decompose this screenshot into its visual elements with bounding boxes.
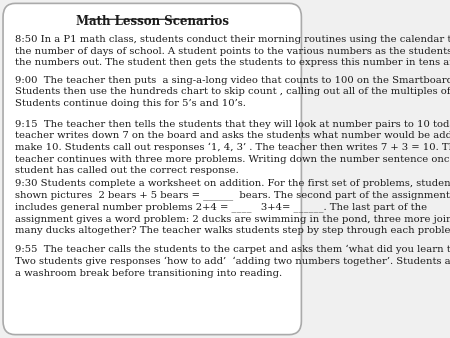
Text: 9:15  The teacher then tells the students that they will look at number pairs to: 9:15 The teacher then tells the students… [15,120,450,175]
FancyBboxPatch shape [3,3,302,335]
Text: 9:55  The teacher calls the students to the carpet and asks them ‘what did you l: 9:55 The teacher calls the students to t… [15,245,450,278]
Text: 9:30 Students complete a worksheet on addition. For the first set of problems, s: 9:30 Students complete a worksheet on ad… [15,179,450,235]
Text: 8:50 In a P1 math class, students conduct their morning routines using the calen: 8:50 In a P1 math class, students conduc… [15,35,450,67]
Text: Math Lesson Scenarios: Math Lesson Scenarios [76,15,229,28]
Text: 9:00  The teacher then puts  a sing-a-long video that counts to 100 on the Smart: 9:00 The teacher then puts a sing-a-long… [15,76,450,108]
